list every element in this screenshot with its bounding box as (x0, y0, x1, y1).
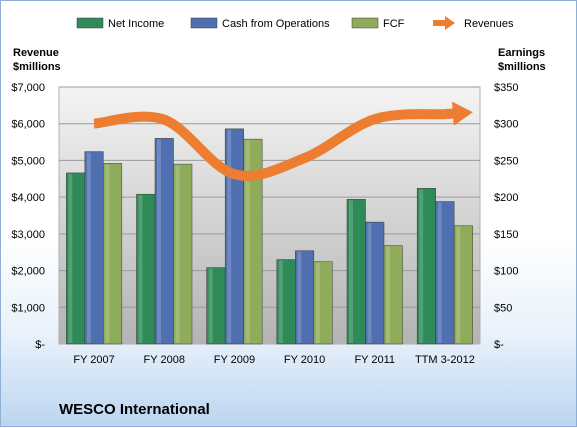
bar (346, 199, 366, 345)
plot-area (58, 86, 481, 345)
revenue-line (93, 109, 446, 181)
x-tick-label: TTM 3-2012 (415, 354, 475, 366)
bar (365, 221, 385, 345)
bar-highlight (315, 262, 320, 343)
x-tick-label: FY 2011 (354, 354, 395, 366)
bar-body (453, 225, 473, 345)
y-left-title-line2: $millions (13, 61, 61, 73)
y-left-title-line1: Revenue (13, 47, 59, 59)
bar (154, 138, 174, 345)
bar-highlight (208, 268, 213, 343)
bar-highlight (437, 202, 442, 343)
y-right-tick-label: $- (494, 339, 504, 351)
legend-label: Cash from Operations (222, 18, 330, 30)
x-tick-label: FY 2010 (284, 354, 325, 366)
bar (243, 138, 263, 345)
legend-arrow-swatch (445, 16, 455, 30)
bar (313, 261, 333, 345)
y-right-tick-label: $250 (494, 155, 518, 167)
y-left-tick-label: $2,000 (11, 266, 45, 278)
y-left-tick-label: $3,000 (11, 229, 45, 241)
bar-highlight (157, 139, 161, 343)
bar (435, 201, 455, 345)
y-right-tick-label: $300 (494, 119, 518, 131)
bar (136, 193, 156, 345)
bar-body (383, 245, 403, 345)
legend-swatch (76, 17, 104, 29)
bar (66, 172, 86, 345)
legend-label: FCF (383, 18, 405, 30)
bar-highlight (278, 260, 283, 343)
bar (206, 267, 226, 345)
bar-highlight (297, 251, 302, 343)
y-left-tick-label: $6,000 (11, 119, 45, 131)
bar-body (313, 261, 333, 345)
bar (295, 250, 315, 345)
bar (84, 151, 104, 345)
bar (276, 259, 296, 345)
bar-highlight (138, 195, 143, 343)
y-left-tick-label: $7,000 (11, 82, 45, 94)
y-right-title-line1: Earnings (498, 47, 545, 59)
legend-label: Revenues (464, 18, 514, 30)
bar (173, 163, 193, 345)
bar-body (103, 163, 123, 345)
y-right-tick-label: $100 (494, 266, 518, 278)
y-left-tick-label: $4,000 (11, 192, 45, 204)
bar (383, 245, 403, 345)
bar-highlight (456, 226, 461, 343)
bar-highlight (86, 152, 91, 343)
bar (453, 225, 473, 345)
bar (224, 128, 244, 345)
bar (103, 163, 123, 345)
revenue-arrowhead (452, 101, 473, 126)
x-tick-label: FY 2007 (73, 354, 114, 366)
y-left-tick-label: $1,000 (11, 302, 45, 314)
y-right-tick-label: $50 (494, 302, 512, 314)
bar-body (173, 163, 193, 345)
y-right-title-line2: $millions (498, 61, 546, 73)
x-tick-label: FY 2008 (144, 354, 185, 366)
y-right-tick-label: $200 (494, 192, 518, 204)
bar-highlight (105, 164, 110, 343)
bar-highlight (175, 165, 180, 343)
x-tick-label: FY 2009 (214, 354, 255, 366)
y-left-tick-label: $5,000 (11, 155, 45, 167)
bar-highlight (68, 173, 73, 343)
bar-highlight (227, 129, 232, 343)
legend-label: Net Income (108, 18, 164, 30)
legend-swatch (351, 17, 379, 29)
bar-highlight (367, 223, 372, 343)
y-right-tick-label: $150 (494, 229, 518, 241)
bar-highlight (349, 200, 353, 343)
bar-highlight (245, 140, 250, 343)
bar-body (243, 138, 263, 345)
bar (416, 188, 436, 345)
bar-highlight (419, 189, 424, 343)
legend-swatch (190, 17, 218, 29)
company-name: WESCO International (59, 401, 210, 418)
y-left-tick-label: $- (35, 339, 45, 351)
bar-highlight (386, 246, 390, 343)
y-right-tick-label: $350 (494, 82, 518, 94)
